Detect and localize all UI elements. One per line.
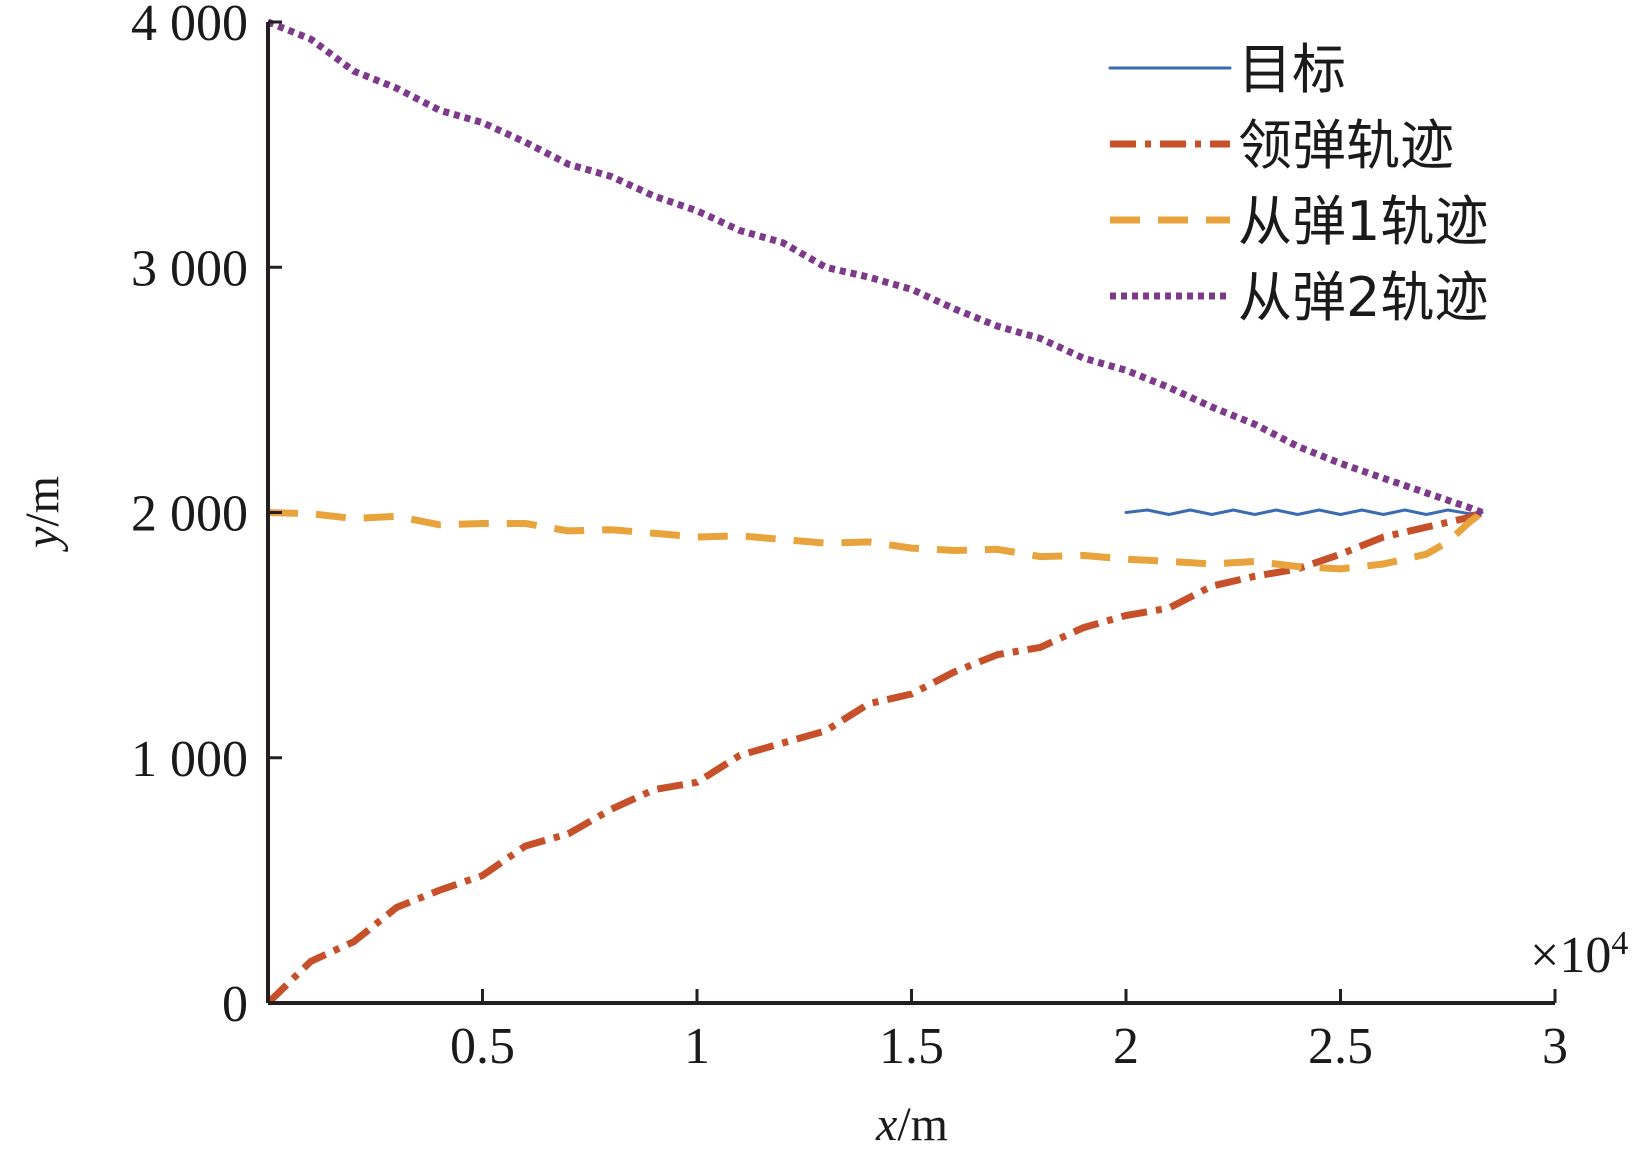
legend-label-4: 从弹2轨迹 (1238, 266, 1488, 329)
x-axis-label: x/m (875, 1098, 948, 1150)
x-tick-label: 1.5 (879, 1018, 944, 1075)
y-axis-label: y/m (16, 476, 69, 553)
x-tick-label: 3 (1542, 1018, 1568, 1075)
plot-lines (265, 18, 1485, 1006)
series-line-4 (266, 18, 1484, 516)
legend-label-2: 领弹轨迹 (1238, 114, 1454, 177)
y-tick-label: 3 000 (131, 240, 248, 297)
x-axis-multiplier-exponent: 4 (1611, 925, 1628, 962)
x-tick-label: 1 (684, 1018, 710, 1075)
x-tick-label: 0.5 (450, 1018, 515, 1075)
x-tick-label: 2.5 (1308, 1018, 1373, 1075)
series-line-1 (1124, 508, 1484, 516)
x-axis-multiplier: ×104 (1530, 925, 1628, 984)
x-ticks: 0.5 1 1.5 2 2.5 3 (450, 989, 1568, 1075)
y-tick-label: 2 000 (131, 486, 248, 543)
y-tick-label: 1 000 (131, 731, 248, 788)
y-tick-label: 0 (222, 976, 248, 1033)
legend-label-3: 从弹1轨迹 (1238, 190, 1488, 253)
y-tick-label: 4 000 (131, 0, 248, 52)
y-ticks: 0 1 000 2 000 3 000 4 000 (131, 0, 282, 1033)
series-line-2 (265, 509, 1484, 1006)
legend-label-1: 目标 (1238, 38, 1346, 101)
series-line-3 (267, 509, 1485, 573)
x-tick-label: 2 (1113, 1018, 1139, 1075)
